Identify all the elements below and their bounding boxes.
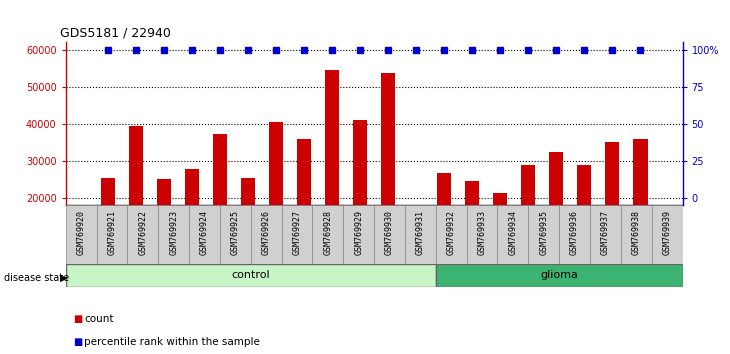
Text: GSM769931: GSM769931: [416, 210, 425, 255]
Text: GSM769927: GSM769927: [293, 210, 301, 255]
Bar: [157, 179, 171, 272]
Bar: [312, 205, 343, 264]
Bar: [466, 205, 497, 264]
Bar: [297, 139, 311, 272]
Bar: [559, 205, 590, 264]
Bar: [634, 139, 648, 272]
Text: GSM769934: GSM769934: [508, 210, 518, 255]
Text: GSM769925: GSM769925: [231, 210, 240, 255]
Text: GSM769939: GSM769939: [663, 210, 672, 255]
Bar: [158, 205, 189, 264]
Text: GSM769928: GSM769928: [323, 210, 332, 255]
Text: ■: ■: [73, 314, 82, 324]
Text: GSM769930: GSM769930: [385, 210, 394, 255]
Bar: [127, 205, 158, 264]
Bar: [620, 205, 652, 264]
Text: GSM769936: GSM769936: [570, 210, 579, 255]
Bar: [437, 173, 451, 272]
Bar: [220, 205, 251, 264]
Text: GSM769938: GSM769938: [631, 210, 641, 255]
Text: GSM769926: GSM769926: [261, 210, 271, 255]
Text: glioma: glioma: [540, 270, 578, 280]
Bar: [189, 205, 220, 264]
Bar: [529, 205, 559, 264]
Bar: [652, 205, 683, 264]
Bar: [550, 152, 564, 272]
Bar: [521, 165, 535, 272]
Bar: [410, 205, 423, 272]
Text: GDS5181 / 22940: GDS5181 / 22940: [60, 27, 170, 40]
Bar: [251, 205, 282, 264]
Bar: [498, 205, 529, 264]
Bar: [101, 178, 115, 272]
Text: GSM769923: GSM769923: [169, 210, 178, 255]
Text: control: control: [231, 270, 270, 280]
Text: GSM769921: GSM769921: [107, 210, 117, 255]
Text: GSM769932: GSM769932: [447, 210, 456, 255]
Bar: [343, 205, 374, 264]
Bar: [374, 205, 405, 264]
Bar: [465, 181, 480, 272]
Text: ▶: ▶: [60, 273, 67, 283]
Text: GSM769922: GSM769922: [138, 210, 147, 255]
Bar: [353, 120, 367, 272]
Bar: [66, 205, 96, 264]
Bar: [605, 142, 620, 272]
Text: GSM769935: GSM769935: [539, 210, 548, 255]
Bar: [66, 264, 436, 287]
Text: count: count: [84, 314, 113, 324]
Bar: [96, 205, 128, 264]
Bar: [381, 73, 395, 272]
Bar: [493, 193, 507, 272]
Bar: [269, 122, 283, 272]
Text: disease state: disease state: [4, 273, 69, 283]
Text: GSM769920: GSM769920: [77, 210, 85, 255]
Bar: [213, 134, 227, 272]
Text: GSM769924: GSM769924: [200, 210, 209, 255]
Text: percentile rank within the sample: percentile rank within the sample: [84, 337, 260, 347]
Bar: [436, 205, 466, 264]
Bar: [241, 178, 255, 272]
Bar: [590, 205, 620, 264]
Text: ■: ■: [73, 337, 82, 347]
Bar: [405, 205, 436, 264]
Bar: [436, 264, 683, 287]
Bar: [282, 205, 312, 264]
Bar: [128, 126, 143, 272]
Text: GSM769933: GSM769933: [477, 210, 487, 255]
Bar: [325, 70, 339, 272]
Bar: [577, 165, 591, 272]
Bar: [185, 169, 199, 272]
Text: GSM769929: GSM769929: [354, 210, 364, 255]
Text: GSM769937: GSM769937: [601, 210, 610, 255]
